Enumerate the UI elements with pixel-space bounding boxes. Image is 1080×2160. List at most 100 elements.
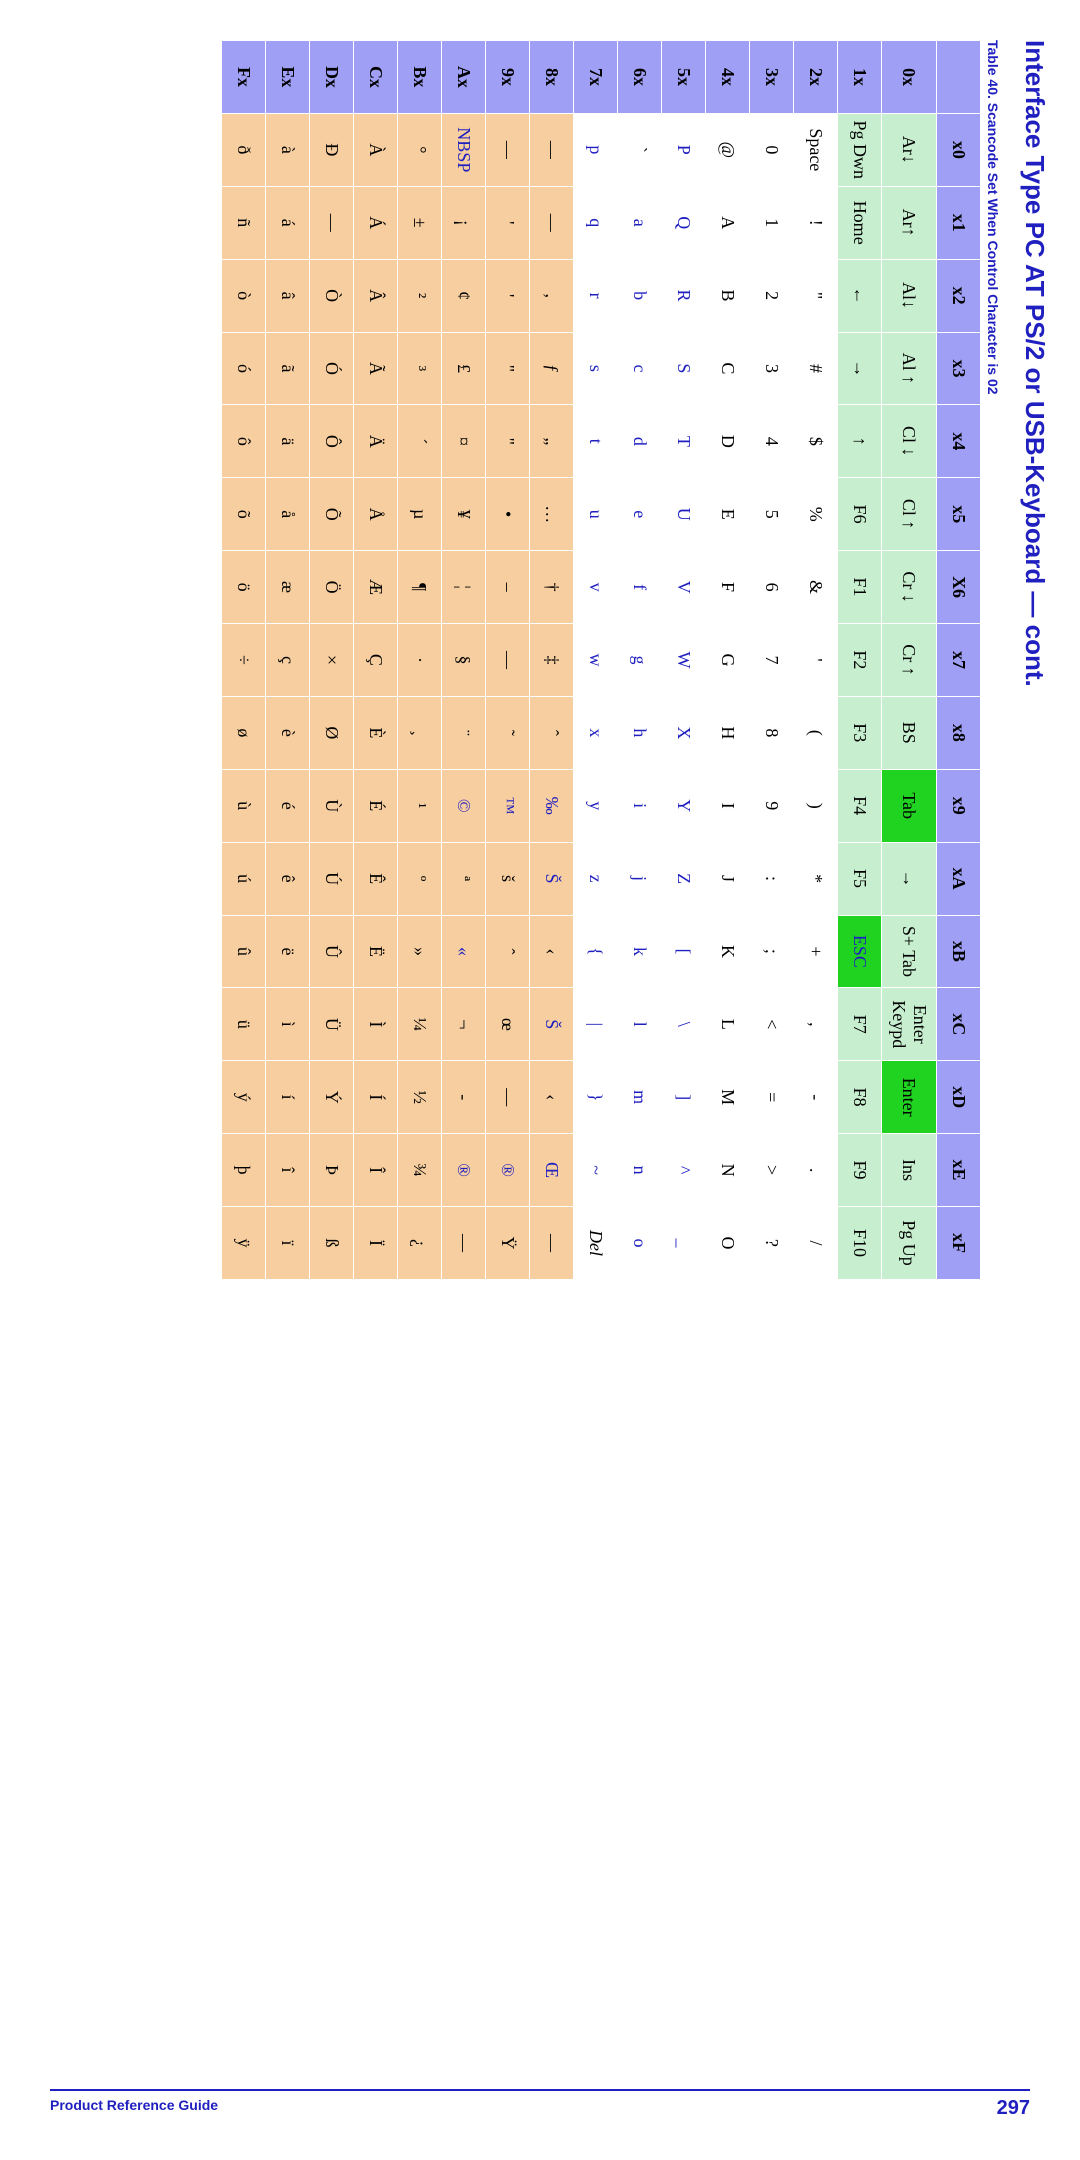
scancode-cell: ]: [662, 1061, 706, 1134]
scancode-cell: ?: [750, 1207, 794, 1280]
scancode-cell: o: [618, 1207, 662, 1280]
scancode-cell: /: [794, 1207, 838, 1280]
scancode-cell: b: [618, 259, 662, 332]
scancode-cell: Enter Keypd: [882, 988, 937, 1061]
row-header: 4x: [706, 41, 750, 114]
scancode-cell: U: [662, 478, 706, 551]
scancode-cell: ↑: [838, 405, 882, 478]
row-header: 6x: [618, 41, 662, 114]
scancode-cell: é: [266, 769, 310, 842]
scancode-cell: Cl ↑: [882, 478, 937, 551]
footer-left: Product Reference Guide: [50, 2097, 218, 2120]
scancode-cell: ¶: [398, 551, 442, 624]
scancode-cell: .: [794, 1134, 838, 1207]
scancode-cell: u: [574, 478, 618, 551]
scancode-cell: ‹: [530, 915, 574, 988]
scancode-cell: X: [662, 696, 706, 769]
scancode-cell: í: [266, 1061, 310, 1134]
scancode-cell: š: [486, 842, 530, 915]
scancode-cell: *: [794, 842, 838, 915]
scancode-cell: 8: [750, 696, 794, 769]
col-header: xB: [937, 915, 981, 988]
scancode-cell: »: [398, 915, 442, 988]
scancode-cell: ‚: [530, 259, 574, 332]
row-header: Ex: [266, 41, 310, 114]
scancode-cell: ^: [662, 1134, 706, 1207]
col-header: x5: [937, 478, 981, 551]
scancode-cell: k: [618, 915, 662, 988]
scancode-cell: C: [706, 332, 750, 405]
scancode-cell: º: [398, 842, 442, 915]
scancode-cell: h: [618, 696, 662, 769]
scancode-cell: Œ: [530, 1134, 574, 1207]
scancode-cell: ~: [574, 1134, 618, 1207]
scancode-cell: Ê: [354, 842, 398, 915]
scancode-cell: p: [574, 113, 618, 186]
scancode-cell: Ar↓: [882, 113, 937, 186]
scancode-cell: •: [486, 478, 530, 551]
scancode-cell: Ú: [310, 842, 354, 915]
scancode-cell: i: [618, 769, 662, 842]
scancode-cell: F4: [838, 769, 882, 842]
scancode-cell: N: [706, 1134, 750, 1207]
scancode-cell: ´: [398, 405, 442, 478]
scancode-cell: A: [706, 186, 750, 259]
scancode-cell: D: [706, 405, 750, 478]
col-header: xE: [937, 1134, 981, 1207]
scancode-cell: ¡: [442, 186, 486, 259]
scancode-cell: Cr ↑: [882, 624, 937, 697]
scancode-cell: ¥: [442, 478, 486, 551]
scancode-cell: T: [662, 405, 706, 478]
scancode-cell: ˆ: [486, 915, 530, 988]
col-header: x9: [937, 769, 981, 842]
scancode-cell: ·: [398, 624, 442, 697]
col-header: x0: [937, 113, 981, 186]
row-header: 7x: [574, 41, 618, 114]
scancode-cell: Â: [354, 259, 398, 332]
scancode-cell: y: [574, 769, 618, 842]
scancode-cell: ò: [222, 259, 266, 332]
scancode-cell: |: [574, 988, 618, 1061]
scancode-cell: Ó: [310, 332, 354, 405]
scancode-cell: J: [706, 842, 750, 915]
col-header: x4: [937, 405, 981, 478]
scancode-cell: ü: [222, 988, 266, 1061]
table-caption: Table 40. Scancode Set When Control Char…: [985, 40, 1001, 1280]
scancode-cell: Ã: [354, 332, 398, 405]
scancode-cell: û: [222, 915, 266, 988]
scancode-cell: ½: [398, 1061, 442, 1134]
scancode-cell: ": [486, 405, 530, 478]
scancode-cell: z: [574, 842, 618, 915]
row-header: 1x: [838, 41, 882, 114]
scancode-cell: r: [574, 259, 618, 332]
scancode-cell: Pg Dwn: [838, 113, 882, 186]
row-header: 8x: [530, 41, 574, 114]
scancode-cell: Home: [838, 186, 882, 259]
scancode-cell: ƒ: [530, 332, 574, 405]
scancode-cell: ¦: [442, 551, 486, 624]
scancode-cell: ù: [222, 769, 266, 842]
scancode-cell: E: [706, 478, 750, 551]
scancode-cell: ¤: [442, 405, 486, 478]
scancode-cell: x: [574, 696, 618, 769]
scancode-cell: Ý: [310, 1061, 354, 1134]
scancode-cell: ³: [398, 332, 442, 405]
scancode-cell: 2: [750, 259, 794, 332]
page-landscape-wrap: Interface Type PC AT PS/2 or USB-Keyboar…: [221, 40, 1050, 1280]
scancode-cell: ê: [266, 842, 310, 915]
scancode-cell: !: [794, 186, 838, 259]
scancode-cell: f: [618, 551, 662, 624]
scancode-cell: Z: [662, 842, 706, 915]
scancode-cell: a: [618, 186, 662, 259]
scancode-cell: Æ: [354, 551, 398, 624]
scancode-cell: P: [662, 113, 706, 186]
scancode-cell: ²: [398, 259, 442, 332]
scancode-cell: Ar↑: [882, 186, 937, 259]
scancode-cell: F1: [838, 551, 882, 624]
scancode-cell: ô: [222, 405, 266, 478]
scancode-cell: 0: [750, 113, 794, 186]
scancode-cell: ä: [266, 405, 310, 478]
scancode-cell: Cr ↓: [882, 551, 937, 624]
scancode-cell: Š: [530, 988, 574, 1061]
scancode-cell: Ð: [310, 113, 354, 186]
